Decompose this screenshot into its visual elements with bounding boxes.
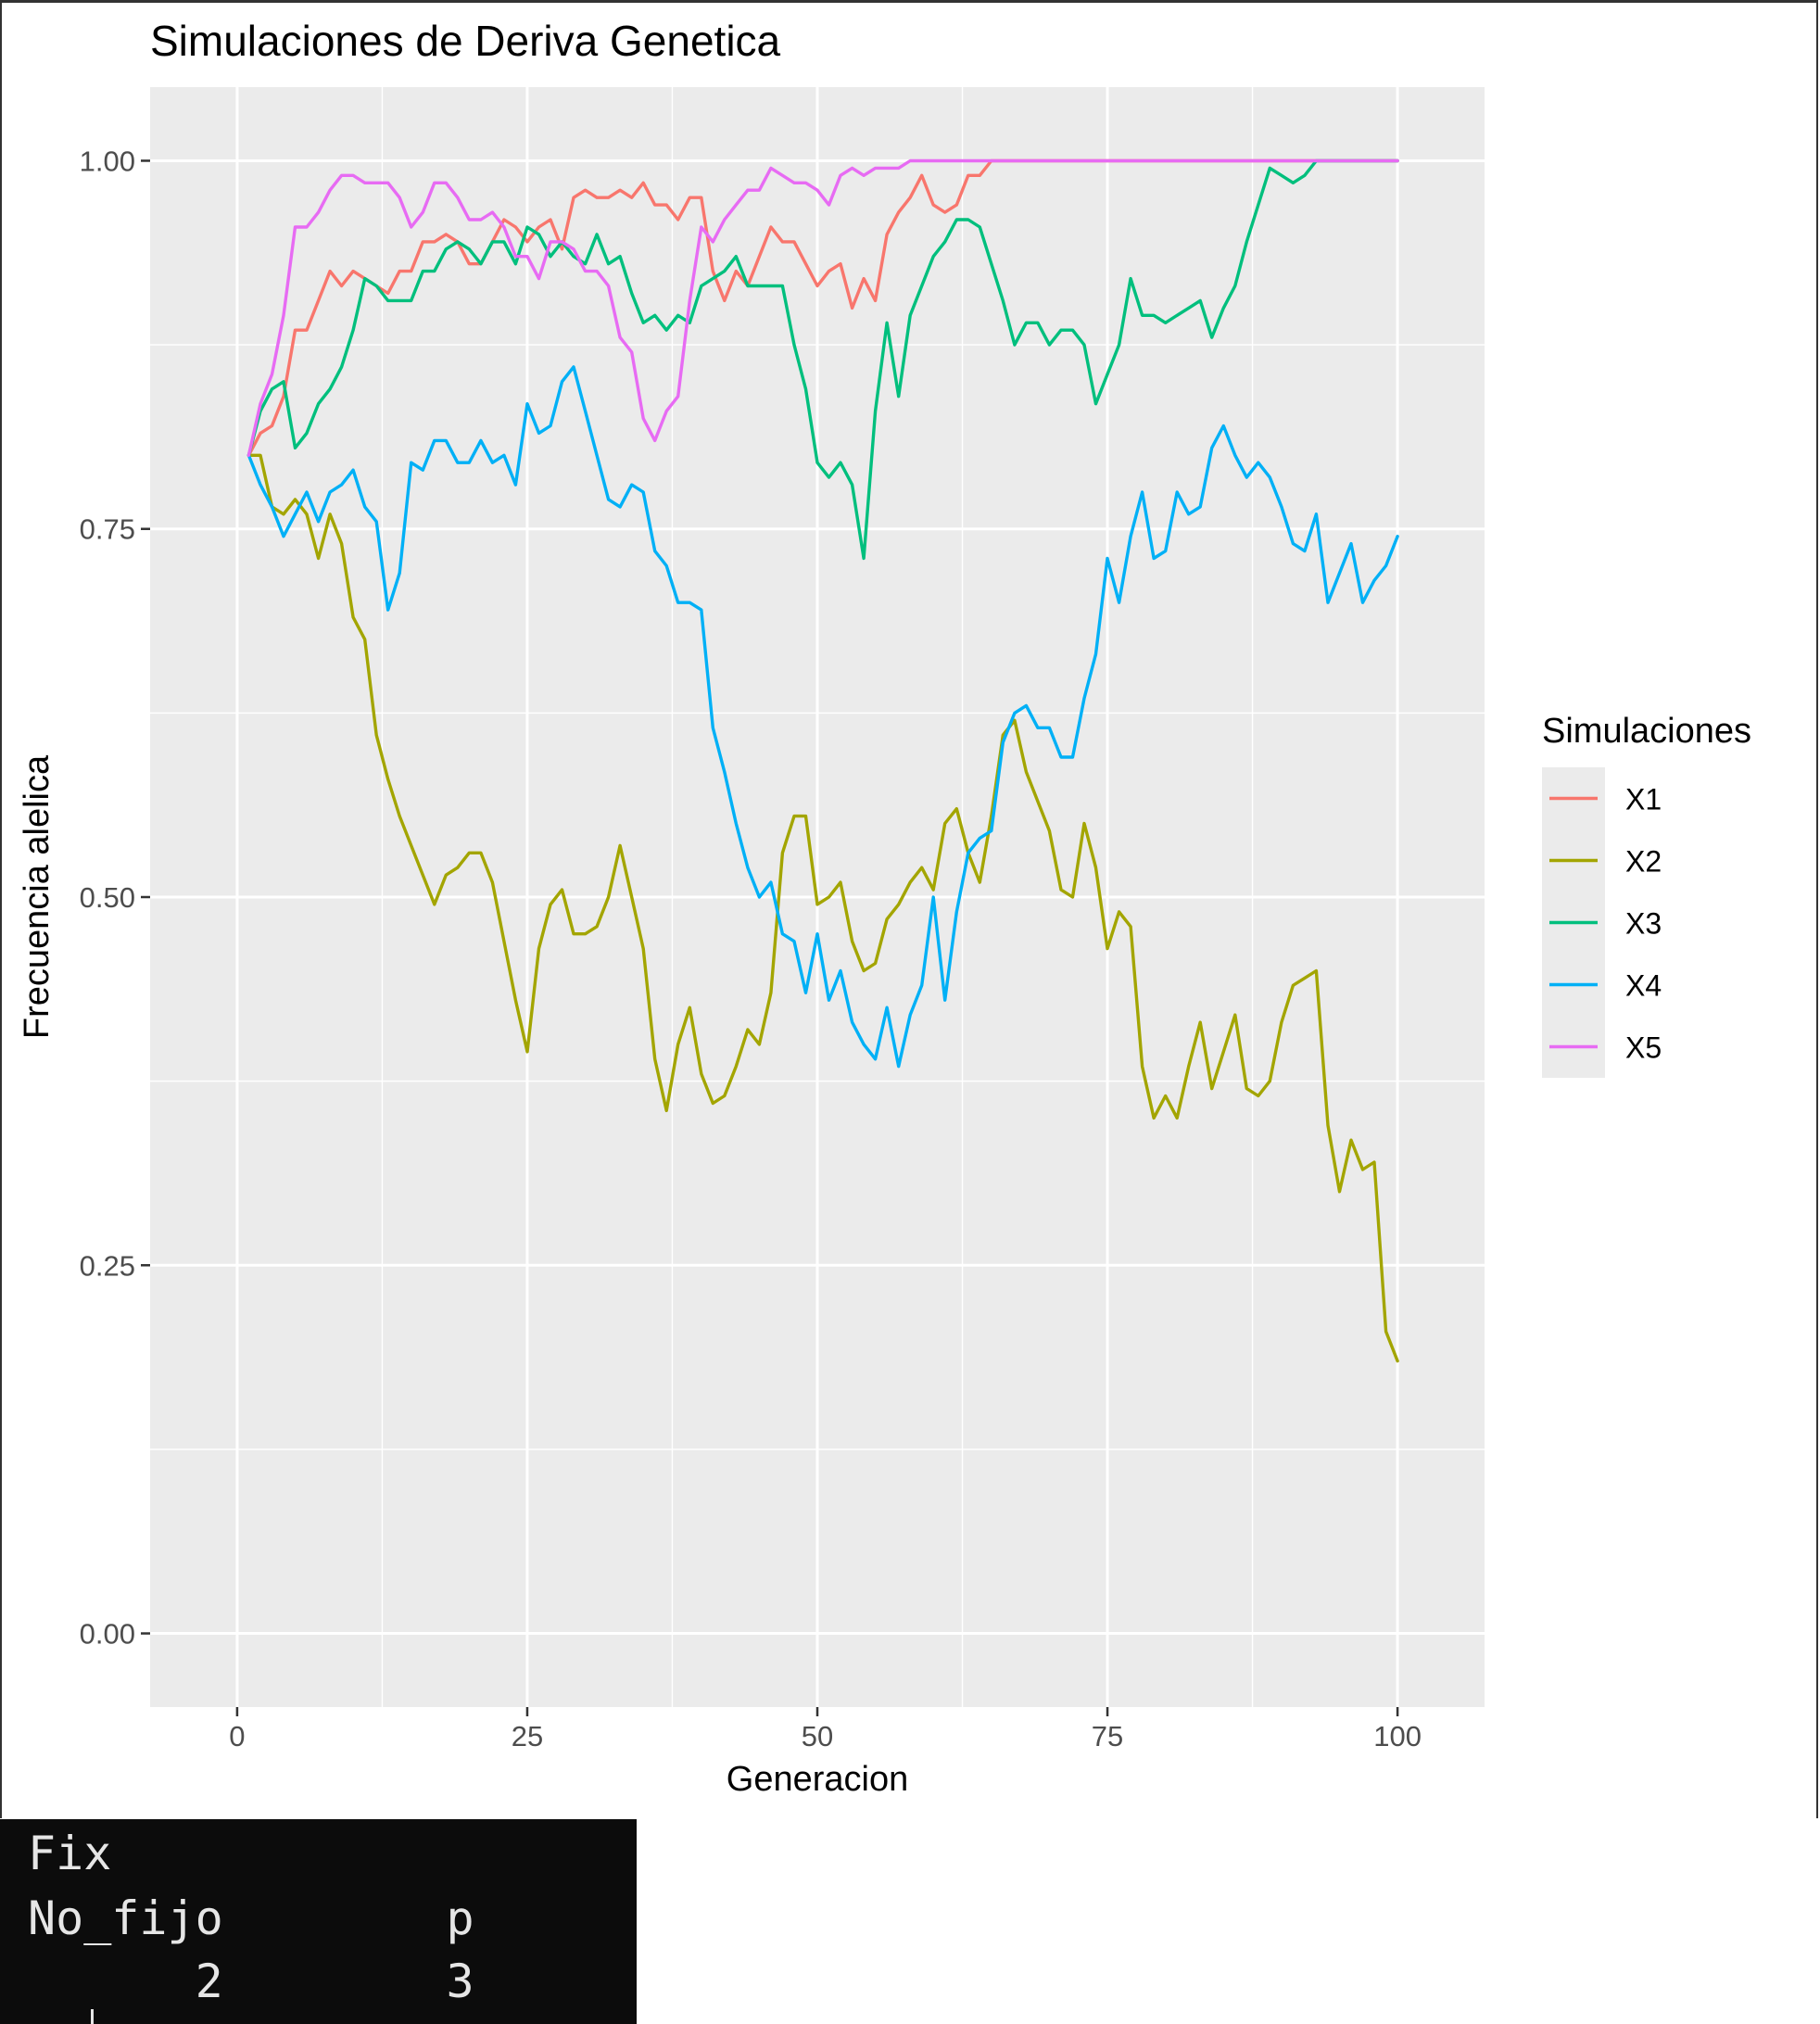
console-line-header: No_fijo p: [28, 1891, 474, 1945]
console-line-values: 2 3: [28, 1954, 474, 2008]
x-tick-label: 25: [512, 1720, 543, 1752]
y-axis-label: Frecuencia alelica: [18, 754, 57, 1039]
x-tick-label: 50: [802, 1720, 833, 1752]
console-cursor: [91, 2009, 94, 2024]
console-line-fix: Fix: [28, 1827, 112, 1880]
x-axis-label: Generacion: [727, 1760, 908, 1799]
y-tick-label: 0.25: [80, 1249, 135, 1282]
legend-label-x3: X3: [1625, 907, 1662, 941]
series-line-x4: [246, 365, 1399, 1069]
chart-title: Simulaciones de Deriva Genetica: [150, 17, 781, 65]
y-tick-label: 1.00: [80, 145, 135, 177]
series-lines: [246, 158, 1399, 1363]
y-tick-label: 0.50: [80, 881, 135, 914]
legend-label-x4: X4: [1625, 969, 1662, 1003]
series-line-x3: [246, 158, 1399, 561]
legend-label-x5: X5: [1625, 1031, 1662, 1065]
axes: 0 25 50 75 100 0.00 0.25 0.50 0.75 1.00: [80, 145, 1422, 1752]
chart: Simulaciones de Deriva Genetica 0 25 50 75 1…: [18, 17, 1751, 1799]
series-line-x5: [246, 158, 1399, 457]
x-tick-label: 100: [1373, 1720, 1422, 1752]
legend-label-x1: X1: [1625, 783, 1662, 816]
x-tick-label: 0: [229, 1720, 245, 1752]
series-line-x2: [246, 453, 1399, 1363]
legend: Simulaciones X1 X2 X3 X4 X5: [1542, 712, 1751, 1078]
legend-label-x2: X2: [1625, 845, 1662, 879]
x-tick-label: 75: [1092, 1720, 1123, 1752]
legend-title: Simulaciones: [1542, 712, 1751, 751]
console-output: Fix No_fijo p 2 3: [0, 1819, 637, 2024]
y-tick-label: 0.00: [80, 1618, 135, 1651]
y-tick-label: 0.75: [80, 513, 135, 546]
